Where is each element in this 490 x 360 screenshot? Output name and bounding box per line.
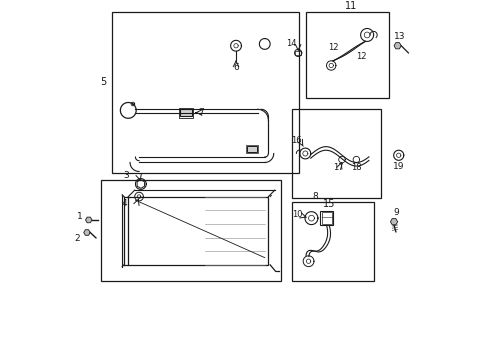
Bar [322, 212, 332, 224]
Bar [128, 197, 269, 265]
Text: 3: 3 [123, 171, 129, 180]
Bar [180, 109, 192, 117]
Bar [295, 51, 301, 55]
Text: 1: 1 [77, 212, 83, 221]
Polygon shape [391, 219, 398, 225]
Text: 6: 6 [233, 63, 239, 72]
Text: 5: 5 [100, 77, 106, 87]
Text: 17: 17 [333, 163, 343, 172]
Text: 13: 13 [393, 32, 405, 41]
Bar [320, 211, 333, 225]
Polygon shape [84, 230, 90, 235]
Polygon shape [86, 217, 92, 223]
Text: 4: 4 [122, 199, 127, 208]
Text: 10: 10 [292, 210, 302, 219]
Text: 12: 12 [328, 43, 338, 52]
Text: 19: 19 [393, 162, 404, 171]
Text: 11: 11 [345, 1, 357, 11]
Bar [247, 145, 257, 152]
Text: 18: 18 [351, 163, 362, 172]
Text: 16: 16 [291, 136, 302, 145]
Bar [245, 144, 258, 153]
Bar [179, 108, 193, 118]
Text: 7: 7 [198, 108, 204, 117]
Text: 9: 9 [393, 208, 399, 217]
Text: 8: 8 [312, 192, 318, 201]
Polygon shape [394, 42, 401, 49]
Text: 2: 2 [74, 234, 80, 243]
Text: 15: 15 [323, 199, 336, 209]
Text: 14: 14 [286, 40, 296, 49]
Text: 12: 12 [357, 52, 367, 61]
